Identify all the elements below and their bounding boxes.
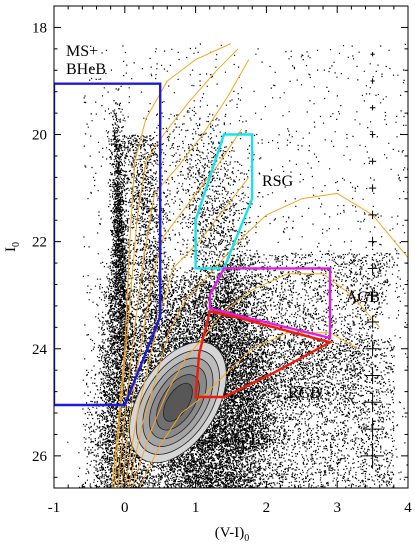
error-bar-14 [363, 392, 382, 412]
region-label-rsg: RSG [262, 173, 294, 190]
y-axis-title-subscript: 0 [11, 242, 22, 247]
star-field [67, 43, 408, 488]
error-bar-16 [361, 443, 384, 469]
x-axis-title-subscript: 0 [244, 533, 249, 544]
error-bar-7 [368, 210, 377, 220]
y-tick-label: 20 [32, 128, 47, 144]
isochrone-1 [111, 43, 232, 488]
error-bars [361, 52, 384, 469]
x-tick-labels: -1 0 1 2 3 4 [48, 500, 413, 516]
y-tick-label: 22 [32, 235, 47, 251]
density-contour-level-6 [163, 382, 193, 422]
x-tick-label: 4 [404, 500, 412, 516]
region-label-ms-line2: BHeB [66, 61, 106, 78]
y-tick-label: 18 [32, 20, 47, 36]
axis-ticks [53, 6, 409, 488]
region-ms-bheb-box [54, 82, 162, 407]
x-tick-label: 2 [263, 500, 271, 516]
isochrone-2 [113, 48, 239, 488]
region-agb-box [208, 267, 332, 340]
y-tick-labels: 18 20 22 24 26 [32, 20, 48, 464]
selection-regions [54, 82, 334, 407]
error-bar-11 [366, 315, 379, 329]
region-labels: MS+ BHeB RSG AGB RGB [66, 43, 380, 402]
x-tick-label: -1 [48, 500, 61, 516]
y-axis-title-main: I [3, 247, 19, 252]
density-contours [129, 341, 227, 464]
region-rgb-box [194, 309, 334, 399]
error-bar-15 [362, 417, 383, 441]
error-bar-1 [370, 52, 375, 57]
error-bar-9 [367, 263, 378, 274]
y-axis-title: I0 [3, 242, 22, 252]
y-tick-label: 26 [32, 449, 48, 465]
x-tick-label: 3 [333, 500, 341, 516]
error-bar-13 [364, 366, 381, 385]
star-points [67, 43, 408, 488]
error-bar-4 [369, 131, 376, 138]
isochrone-8 [138, 332, 359, 488]
x-axis-title: (V-I)0 [215, 525, 249, 544]
error-bar-3 [369, 105, 376, 111]
error-bar-10 [366, 289, 379, 302]
error-bar-8 [368, 236, 377, 247]
x-tick-label: 0 [121, 500, 129, 516]
x-tick-label: 1 [192, 500, 200, 516]
y-tick-label: 24 [32, 342, 48, 358]
region-label-ms-line1: MS+ [66, 43, 98, 60]
region-label-rgb: RGB [288, 385, 321, 402]
plot-frame [53, 5, 409, 489]
isochrone-3 [117, 59, 250, 488]
error-bar-5 [369, 158, 377, 165]
isochrone-6 [127, 192, 408, 488]
x-axis-title-main: (V-I) [215, 525, 244, 541]
isochrone-5 [124, 177, 250, 488]
region-label-agb: AGB [346, 289, 380, 306]
error-bar-2 [370, 78, 375, 84]
error-bar-12 [365, 341, 380, 357]
error-bar-6 [369, 184, 377, 192]
